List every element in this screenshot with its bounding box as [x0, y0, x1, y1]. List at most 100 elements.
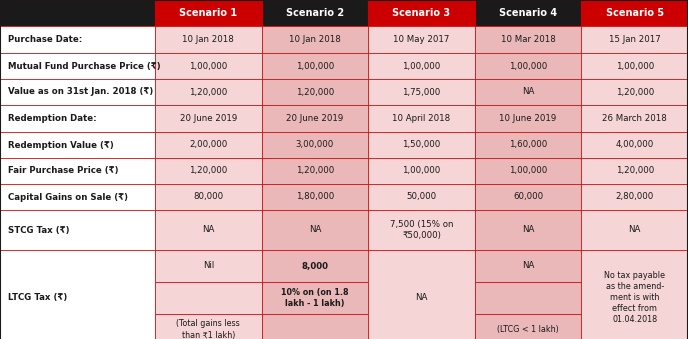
Text: 1,60,000: 1,60,000 — [509, 140, 547, 149]
Bar — [261, 26, 368, 53]
Bar — [475, 26, 581, 53]
Bar — [155, 210, 261, 250]
Text: 20 June 2019: 20 June 2019 — [180, 114, 237, 123]
Bar — [581, 53, 688, 79]
Bar — [155, 314, 261, 339]
Bar — [581, 79, 688, 105]
Text: 1,20,000: 1,20,000 — [616, 166, 654, 176]
Text: No tax payable
as the amend-
ment is with
effect from
01.04.2018: No tax payable as the amend- ment is wit… — [604, 271, 665, 324]
Bar — [261, 210, 368, 250]
Text: 4,00,000: 4,00,000 — [616, 140, 654, 149]
Text: 1,00,000: 1,00,000 — [402, 166, 440, 176]
Bar — [368, 26, 475, 53]
Bar — [0, 0, 155, 26]
Text: 10 April 2018: 10 April 2018 — [392, 114, 451, 123]
Text: Nil: Nil — [203, 261, 214, 271]
Text: 10% on (on 1.8
lakh - 1 lakh): 10% on (on 1.8 lakh - 1 lakh) — [281, 288, 349, 308]
Text: 7,500 (15% on
₹50,000): 7,500 (15% on ₹50,000) — [389, 220, 453, 240]
Bar — [261, 184, 368, 210]
Text: 1,50,000: 1,50,000 — [402, 140, 440, 149]
Text: Redemption Value (₹): Redemption Value (₹) — [8, 140, 114, 149]
Bar — [475, 314, 581, 339]
Text: Purchase Date:: Purchase Date: — [8, 35, 83, 44]
Text: 1,20,000: 1,20,000 — [189, 166, 228, 176]
Bar — [475, 210, 581, 250]
Text: 1,00,000: 1,00,000 — [402, 61, 440, 71]
Bar — [581, 0, 688, 26]
Text: NA: NA — [309, 225, 321, 235]
Bar — [0, 158, 155, 184]
Bar — [155, 184, 261, 210]
Text: Value as on 31st Jan. 2018 (₹): Value as on 31st Jan. 2018 (₹) — [8, 87, 153, 97]
Text: 10 June 2019: 10 June 2019 — [499, 114, 557, 123]
Bar — [581, 250, 688, 339]
Text: 1,20,000: 1,20,000 — [296, 87, 334, 97]
Bar — [581, 26, 688, 53]
Bar — [261, 282, 368, 314]
Bar — [581, 132, 688, 158]
Text: 10 Mar 2018: 10 Mar 2018 — [501, 35, 555, 44]
Text: 1,00,000: 1,00,000 — [189, 61, 228, 71]
Bar — [368, 132, 475, 158]
Text: Scenario 4: Scenario 4 — [499, 8, 557, 18]
Text: Capital Gains on Sale (₹): Capital Gains on Sale (₹) — [8, 193, 128, 201]
Text: 50,000: 50,000 — [407, 193, 437, 201]
Bar — [155, 105, 261, 132]
Bar — [155, 26, 261, 53]
Bar — [368, 53, 475, 79]
Text: Scenario 5: Scenario 5 — [605, 8, 664, 18]
Bar — [368, 210, 475, 250]
Text: (Total gains less
than ₹1 lakh): (Total gains less than ₹1 lakh) — [176, 319, 240, 339]
Text: LTCG Tax (₹): LTCG Tax (₹) — [8, 293, 67, 302]
Text: Scenario 3: Scenario 3 — [392, 8, 451, 18]
Text: NA: NA — [522, 225, 535, 235]
Bar — [581, 210, 688, 250]
Bar — [261, 105, 368, 132]
Bar — [475, 158, 581, 184]
Text: NA: NA — [202, 225, 215, 235]
Bar — [261, 79, 368, 105]
Text: Scenario 1: Scenario 1 — [180, 8, 237, 18]
Bar — [475, 184, 581, 210]
Bar — [368, 250, 475, 339]
Bar — [475, 79, 581, 105]
Bar — [155, 132, 261, 158]
Bar — [475, 250, 581, 282]
Text: Fair Purchase Price (₹): Fair Purchase Price (₹) — [8, 166, 118, 176]
Bar — [475, 282, 581, 314]
Text: 15 Jan 2017: 15 Jan 2017 — [609, 35, 660, 44]
Bar — [475, 105, 581, 132]
Bar — [368, 184, 475, 210]
Text: 20 June 2019: 20 June 2019 — [286, 114, 343, 123]
Bar — [261, 158, 368, 184]
Text: 2,00,000: 2,00,000 — [189, 140, 228, 149]
Text: 2,80,000: 2,80,000 — [616, 193, 654, 201]
Text: NA: NA — [416, 293, 428, 302]
Bar — [475, 53, 581, 79]
Text: 10 Jan 2018: 10 Jan 2018 — [182, 35, 234, 44]
Text: 10 May 2017: 10 May 2017 — [394, 35, 450, 44]
Bar — [0, 184, 155, 210]
Bar — [0, 53, 155, 79]
Text: 80,000: 80,000 — [193, 193, 224, 201]
Bar — [155, 53, 261, 79]
Bar — [0, 105, 155, 132]
Bar — [475, 0, 581, 26]
Text: 1,00,000: 1,00,000 — [616, 61, 654, 71]
Text: 8,000: 8,000 — [301, 261, 328, 271]
Bar — [155, 158, 261, 184]
Bar — [475, 132, 581, 158]
Text: Redemption Date:: Redemption Date: — [8, 114, 96, 123]
Bar — [261, 0, 368, 26]
Bar — [155, 79, 261, 105]
Bar — [368, 0, 475, 26]
Text: NA: NA — [522, 261, 535, 271]
Text: (LTCG < 1 lakh): (LTCG < 1 lakh) — [497, 325, 559, 334]
Bar — [368, 158, 475, 184]
Text: STCG Tax (₹): STCG Tax (₹) — [8, 225, 69, 235]
Bar — [581, 184, 688, 210]
Bar — [0, 26, 155, 53]
Bar — [581, 158, 688, 184]
Text: NA: NA — [522, 87, 535, 97]
Text: 1,20,000: 1,20,000 — [296, 166, 334, 176]
